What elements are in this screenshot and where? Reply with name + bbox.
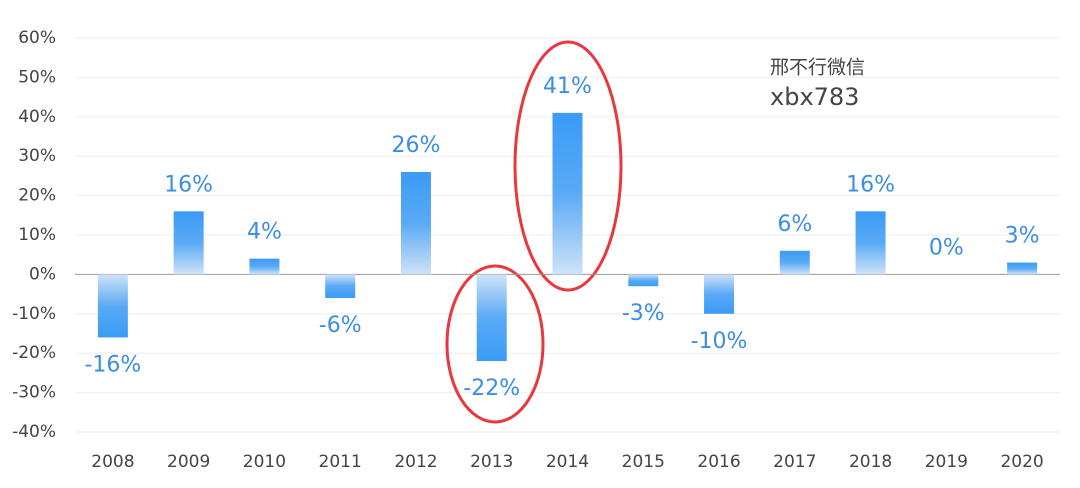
x-tick-label: 2017: [773, 452, 816, 472]
value-label: 16%: [846, 172, 895, 197]
value-label: -22%: [463, 376, 520, 401]
value-label: 6%: [777, 212, 812, 237]
y-tick-label: 60%: [18, 28, 56, 48]
bar: [628, 274, 659, 287]
value-label: -16%: [84, 352, 141, 377]
x-tick-label: 2018: [849, 452, 892, 472]
x-tick-label: 2010: [243, 452, 286, 472]
value-label: 41%: [543, 74, 592, 99]
y-tick-label: 0%: [29, 264, 56, 284]
annotation: 邢不行微信: [770, 57, 865, 79]
bar: [704, 274, 735, 314]
value-label: 26%: [392, 133, 441, 158]
bar: [1007, 262, 1038, 275]
x-tick-label: 2020: [1000, 452, 1043, 472]
bar: [400, 171, 431, 275]
x-tick-label: 2019: [925, 452, 968, 472]
x-tick-label: 2015: [622, 452, 665, 472]
y-tick-label: 50%: [18, 67, 56, 87]
value-label: -10%: [691, 329, 748, 354]
x-tick-label: 2014: [546, 452, 589, 472]
x-tick-label: 2009: [167, 452, 210, 472]
x-tick-label: 2011: [319, 452, 362, 472]
bar: [97, 274, 128, 338]
bar: [779, 250, 810, 275]
x-tick-label: 2012: [394, 452, 437, 472]
highlight-ellipse: [513, 40, 623, 292]
value-label: 0%: [929, 235, 964, 260]
bar: [476, 274, 507, 362]
highlight-ellipse: [445, 264, 545, 424]
bar: [855, 211, 886, 275]
y-tick-label: -10%: [12, 304, 56, 324]
y-tick-label: 20%: [18, 186, 56, 206]
value-label: 4%: [247, 220, 282, 245]
y-tick-label: -20%: [12, 343, 56, 363]
x-tick-label: 2016: [697, 452, 740, 472]
y-tick-label: 10%: [18, 225, 56, 245]
y-tick-label: 40%: [18, 107, 56, 127]
bar: [173, 211, 204, 275]
bar: [325, 274, 356, 299]
annotation: xbx783: [770, 83, 859, 111]
bar: [552, 112, 583, 275]
y-tick-label: 30%: [18, 146, 56, 166]
x-tick-label: 2013: [470, 452, 513, 472]
value-label: 16%: [164, 172, 213, 197]
value-label: -3%: [622, 301, 665, 326]
value-label: -6%: [319, 313, 362, 338]
y-tick-label: -30%: [12, 383, 56, 403]
bar: [249, 258, 280, 275]
y-tick-label: -40%: [12, 422, 56, 442]
value-label: 3%: [1005, 224, 1040, 249]
x-tick-label: 2008: [91, 452, 134, 472]
